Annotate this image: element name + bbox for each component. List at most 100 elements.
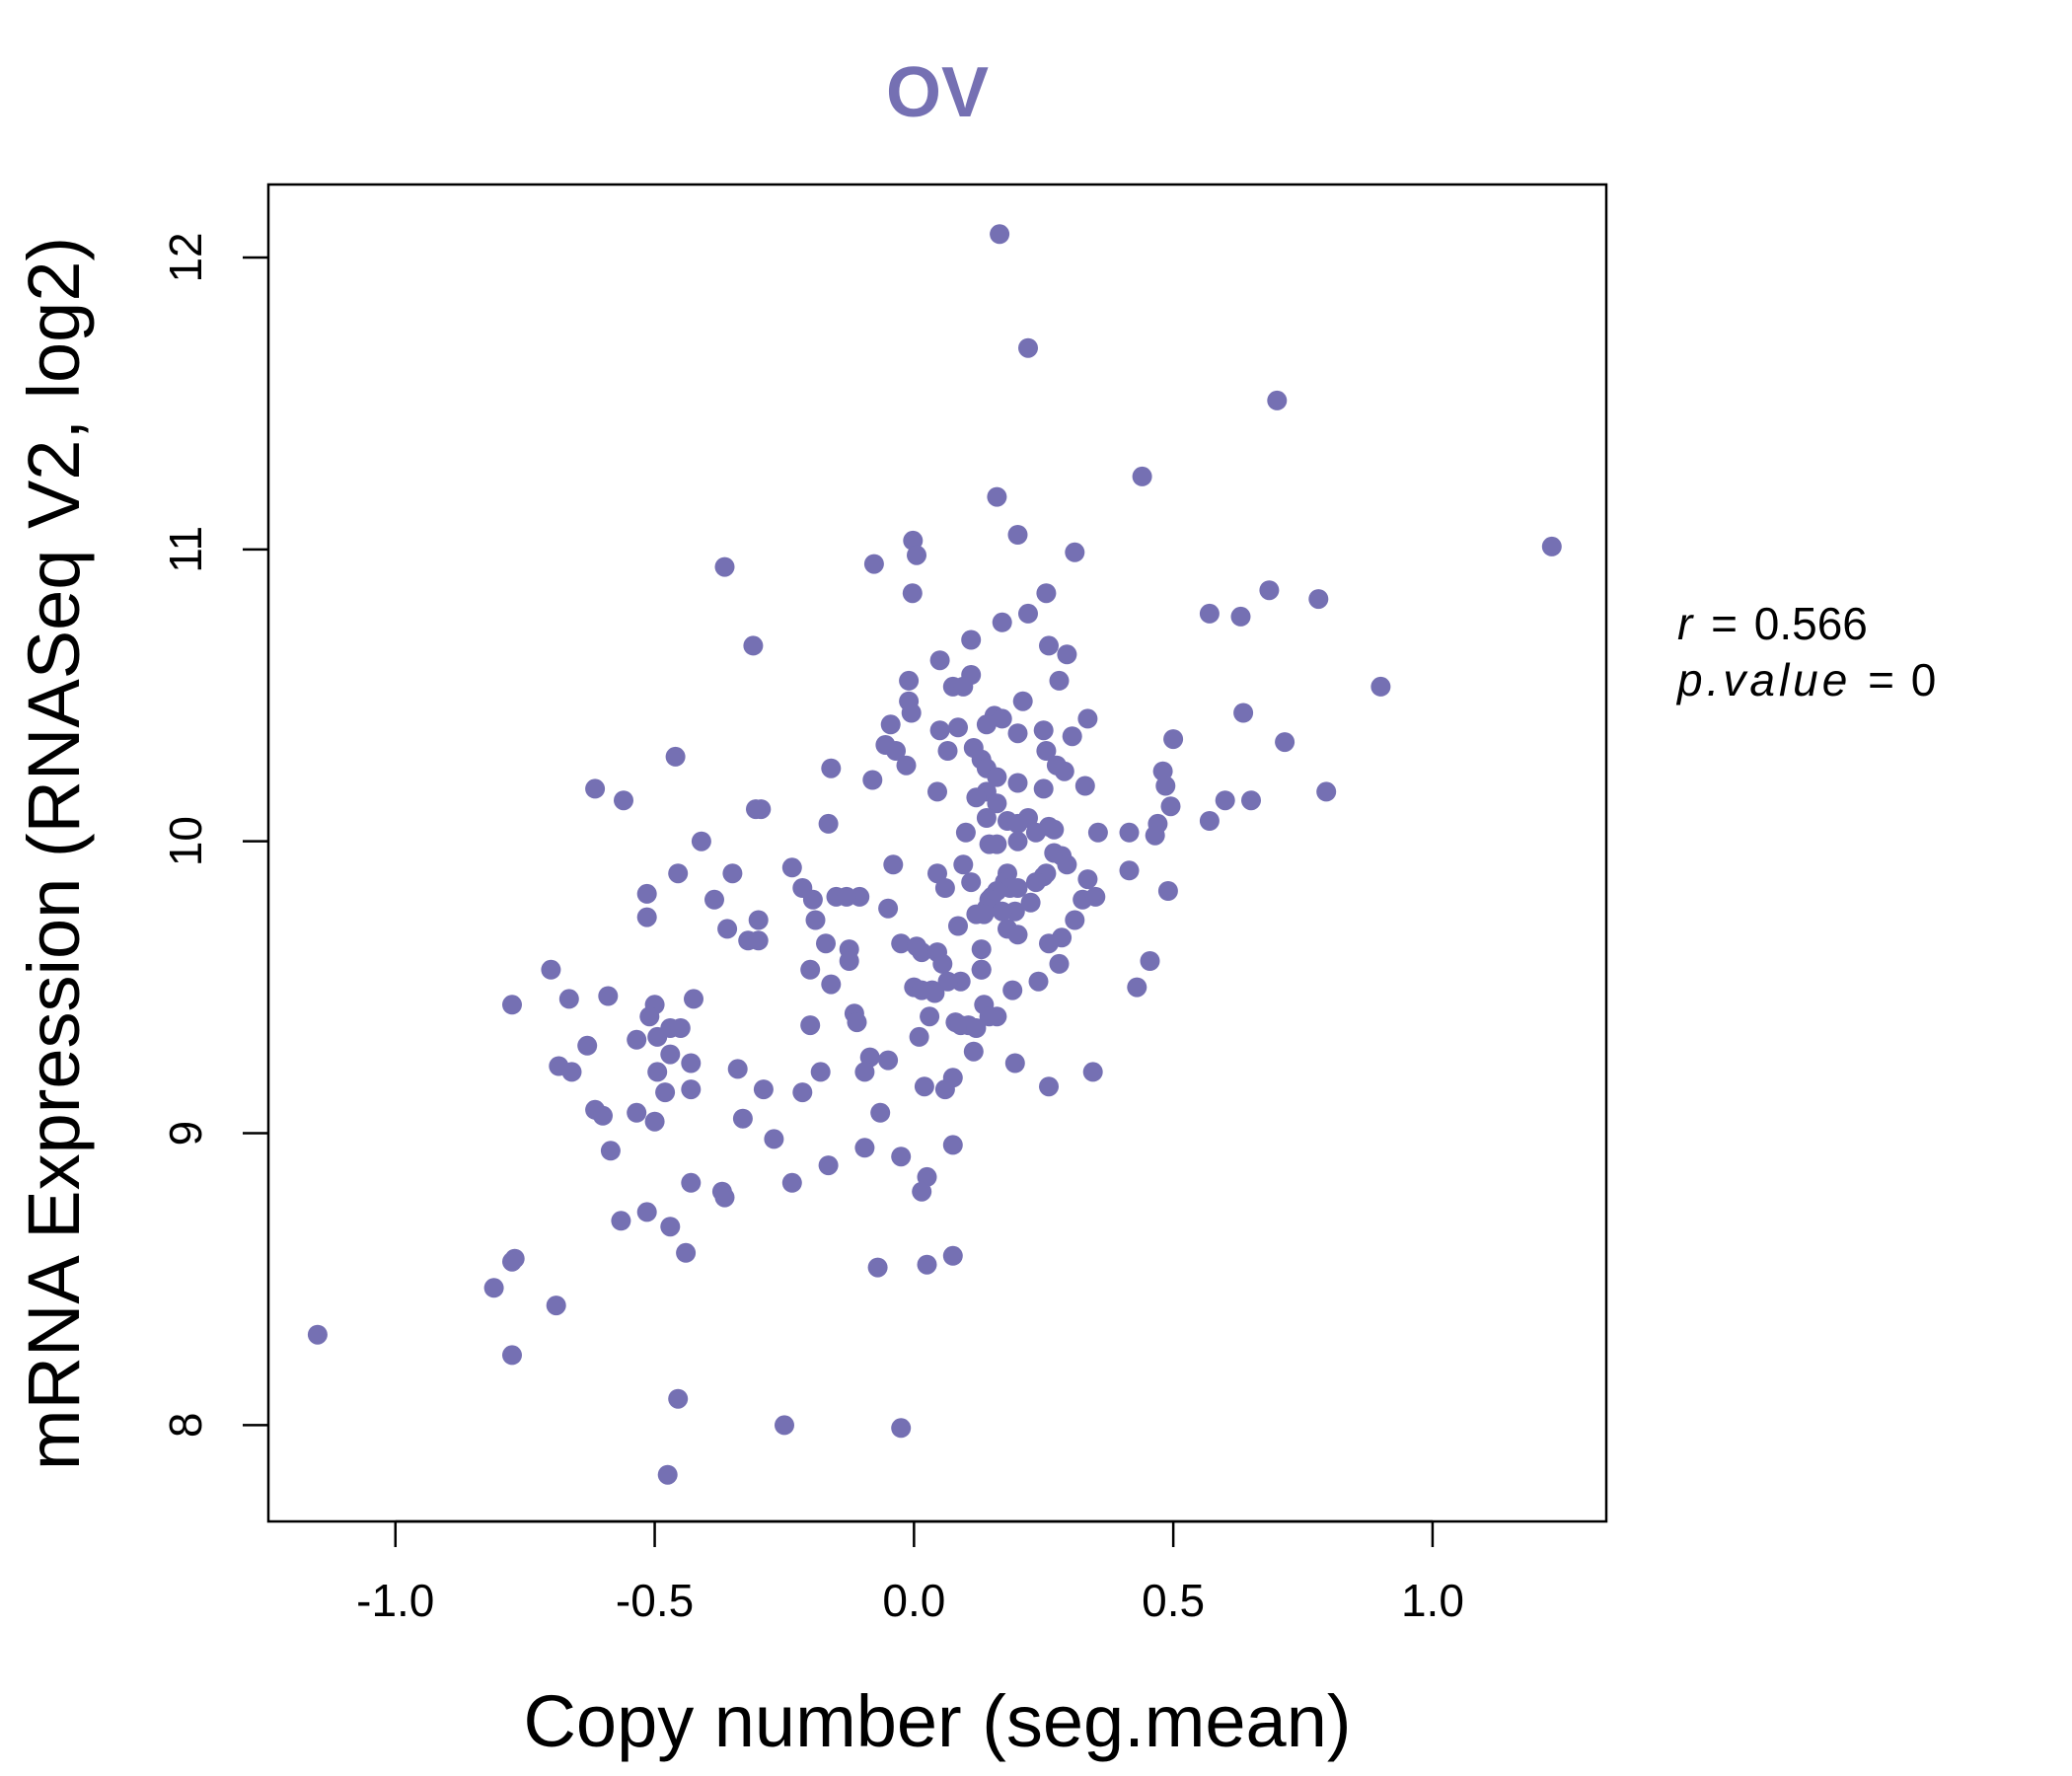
data-point-217 — [732, 1108, 753, 1129]
data-point-227 — [891, 1147, 912, 1167]
data-point-208 — [854, 1062, 875, 1082]
data-point-228 — [818, 1155, 839, 1176]
data-point-249 — [775, 1415, 794, 1436]
data-point-12 — [1259, 580, 1280, 601]
data-point-84 — [818, 813, 839, 834]
x-axis-title: Copy number (seg.mean) — [523, 1680, 1351, 1762]
data-point-233 — [912, 1181, 932, 1202]
data-point-78 — [976, 808, 997, 828]
data-point-237 — [660, 1217, 681, 1237]
data-point-200 — [1004, 1053, 1025, 1073]
data-point-23 — [1057, 644, 1077, 665]
data-point-39 — [880, 714, 901, 735]
data-point-226 — [600, 1141, 621, 1161]
data-point-42 — [1033, 720, 1054, 741]
data-point-69 — [927, 781, 947, 802]
data-point-101 — [1119, 860, 1140, 881]
data-point-22 — [1039, 635, 1059, 656]
x-tick-label-2: 0.0 — [882, 1575, 945, 1626]
plot-frame — [266, 183, 1608, 1523]
data-point-195 — [577, 1035, 598, 1056]
data-point-4 — [1541, 536, 1562, 556]
data-point-213 — [681, 1079, 702, 1100]
x-tick-label-3: 0.5 — [1142, 1575, 1205, 1626]
y-tick-label-3: 11 — [160, 526, 211, 573]
data-point-168 — [1127, 977, 1147, 998]
data-point-24 — [929, 650, 950, 671]
data-point-128 — [802, 889, 823, 910]
data-point-51 — [1036, 741, 1057, 761]
data-point-50 — [886, 741, 906, 761]
data-point-107 — [722, 863, 743, 884]
data-point-234 — [714, 1187, 735, 1208]
data-point-199 — [660, 1044, 681, 1065]
data-point-159 — [839, 951, 859, 971]
data-point-173 — [925, 983, 945, 1003]
data-point-136 — [636, 907, 657, 927]
data-point-9 — [907, 545, 926, 565]
data-point-211 — [1039, 1076, 1059, 1097]
data-point-184 — [847, 1012, 867, 1033]
data-point-188 — [800, 1015, 821, 1036]
p-stat: p.value = 0 — [1675, 654, 1936, 705]
data-point-7 — [1065, 542, 1085, 562]
p-value: 0 — [1911, 654, 1937, 705]
data-point-37 — [992, 708, 1012, 729]
data-point-210 — [914, 1076, 934, 1097]
data-point-205 — [647, 1062, 668, 1082]
data-point-142 — [717, 919, 738, 939]
data-point-231 — [781, 1172, 802, 1193]
data-point-93 — [691, 831, 711, 851]
data-point-20 — [743, 635, 764, 656]
data-point-52 — [665, 746, 686, 767]
data-point-248 — [668, 1388, 689, 1409]
data-point-215 — [792, 1082, 813, 1103]
data-point-239 — [942, 1245, 963, 1266]
data-point-14 — [1036, 583, 1057, 604]
data-point-5 — [987, 486, 1007, 507]
data-point-40 — [948, 717, 968, 738]
data-point-65 — [1033, 778, 1054, 799]
data-point-15 — [902, 583, 923, 604]
chart-title: OV — [886, 53, 989, 132]
data-point-31 — [1012, 691, 1033, 711]
data-points — [307, 224, 1562, 1485]
data-point-87 — [1025, 822, 1046, 843]
data-point-18 — [1018, 603, 1038, 624]
data-point-88 — [1087, 822, 1108, 843]
data-point-57 — [821, 758, 842, 778]
data-point-224 — [942, 1135, 963, 1155]
data-point-60 — [987, 767, 1007, 787]
data-point-130 — [878, 898, 899, 919]
data-point-90 — [955, 822, 976, 843]
data-point-177 — [502, 995, 522, 1015]
data-point-67 — [1316, 781, 1337, 802]
data-point-114 — [1007, 878, 1028, 898]
r-equals: = — [1711, 598, 1738, 649]
data-point-212 — [934, 1079, 955, 1100]
data-point-1 — [1018, 337, 1038, 358]
data-point-58 — [1152, 761, 1173, 781]
data-point-244 — [483, 1278, 504, 1298]
data-point-116 — [934, 878, 955, 898]
data-point-220 — [593, 1105, 613, 1126]
data-point-110 — [781, 857, 802, 878]
data-point-89 — [1119, 822, 1140, 843]
x-tick-label-1: -0.5 — [616, 1575, 694, 1626]
data-point-129 — [1020, 892, 1041, 913]
data-point-10 — [863, 554, 884, 574]
data-point-135 — [974, 904, 995, 925]
data-point-192 — [647, 1026, 668, 1047]
data-point-238 — [676, 1242, 697, 1263]
data-point-77 — [746, 799, 766, 820]
data-point-72 — [1241, 790, 1261, 811]
data-point-216 — [655, 1082, 676, 1103]
data-point-27 — [1049, 670, 1070, 691]
r-label: r — [1677, 598, 1694, 649]
data-point-187 — [950, 1015, 971, 1036]
data-point-152 — [971, 939, 992, 960]
data-point-165 — [937, 971, 958, 992]
data-point-180 — [639, 1006, 660, 1027]
y-tick-label-1: 9 — [160, 1121, 211, 1147]
